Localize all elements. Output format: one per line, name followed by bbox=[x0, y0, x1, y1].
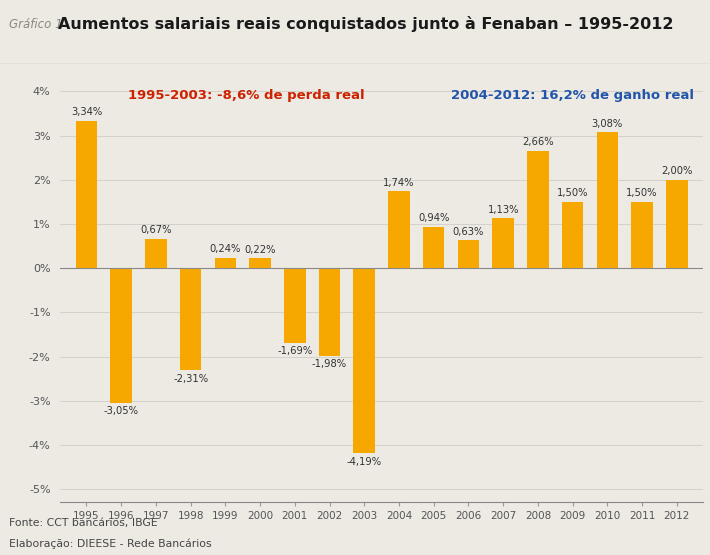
Text: 1,50%: 1,50% bbox=[557, 188, 589, 198]
Text: -3,05%: -3,05% bbox=[104, 406, 138, 416]
Bar bbox=[214, 258, 236, 268]
Bar bbox=[354, 268, 375, 453]
Text: -1,69%: -1,69% bbox=[277, 346, 312, 356]
Bar bbox=[562, 202, 584, 268]
Text: 3,08%: 3,08% bbox=[591, 119, 623, 129]
Bar bbox=[596, 132, 618, 268]
Text: -2,31%: -2,31% bbox=[173, 374, 208, 384]
Text: 1,50%: 1,50% bbox=[626, 188, 658, 198]
Bar bbox=[423, 226, 444, 268]
Bar bbox=[458, 240, 479, 268]
Bar bbox=[180, 268, 202, 370]
Bar bbox=[249, 259, 271, 268]
Text: -1,98%: -1,98% bbox=[312, 359, 347, 369]
Bar bbox=[319, 268, 340, 356]
Text: 1,74%: 1,74% bbox=[383, 178, 415, 188]
Bar bbox=[631, 202, 653, 268]
Text: 1995-2003: -8,6% de perda real: 1995-2003: -8,6% de perda real bbox=[128, 89, 365, 102]
Text: 0,63%: 0,63% bbox=[453, 227, 484, 237]
Bar bbox=[110, 268, 132, 403]
Text: 0,22%: 0,22% bbox=[244, 245, 275, 255]
Bar bbox=[493, 218, 514, 268]
Text: Aumentos salariais reais conquistados junto à Fenaban – 1995-2012: Aumentos salariais reais conquistados ju… bbox=[58, 16, 674, 32]
Text: -4,19%: -4,19% bbox=[346, 457, 382, 467]
Text: 0,24%: 0,24% bbox=[209, 244, 241, 254]
Text: Fonte: CCT bancários, IBGE: Fonte: CCT bancários, IBGE bbox=[9, 518, 158, 528]
Bar bbox=[666, 180, 687, 268]
Bar bbox=[145, 239, 167, 268]
Text: 0,67%: 0,67% bbox=[140, 225, 172, 235]
Bar bbox=[76, 120, 97, 268]
Text: 2,00%: 2,00% bbox=[661, 166, 692, 176]
Text: Gráfico 1: Gráfico 1 bbox=[9, 18, 70, 31]
Text: 2,66%: 2,66% bbox=[522, 137, 554, 147]
Bar bbox=[388, 191, 410, 268]
Bar bbox=[527, 150, 549, 268]
Text: Elaboração: DIEESE - Rede Bancários: Elaboração: DIEESE - Rede Bancários bbox=[9, 538, 212, 549]
Text: 2004-2012: 16,2% de ganho real: 2004-2012: 16,2% de ganho real bbox=[451, 89, 694, 102]
Bar bbox=[284, 268, 305, 343]
Text: 3,34%: 3,34% bbox=[71, 107, 102, 117]
Text: 0,94%: 0,94% bbox=[418, 213, 449, 223]
Text: 1,13%: 1,13% bbox=[488, 205, 519, 215]
